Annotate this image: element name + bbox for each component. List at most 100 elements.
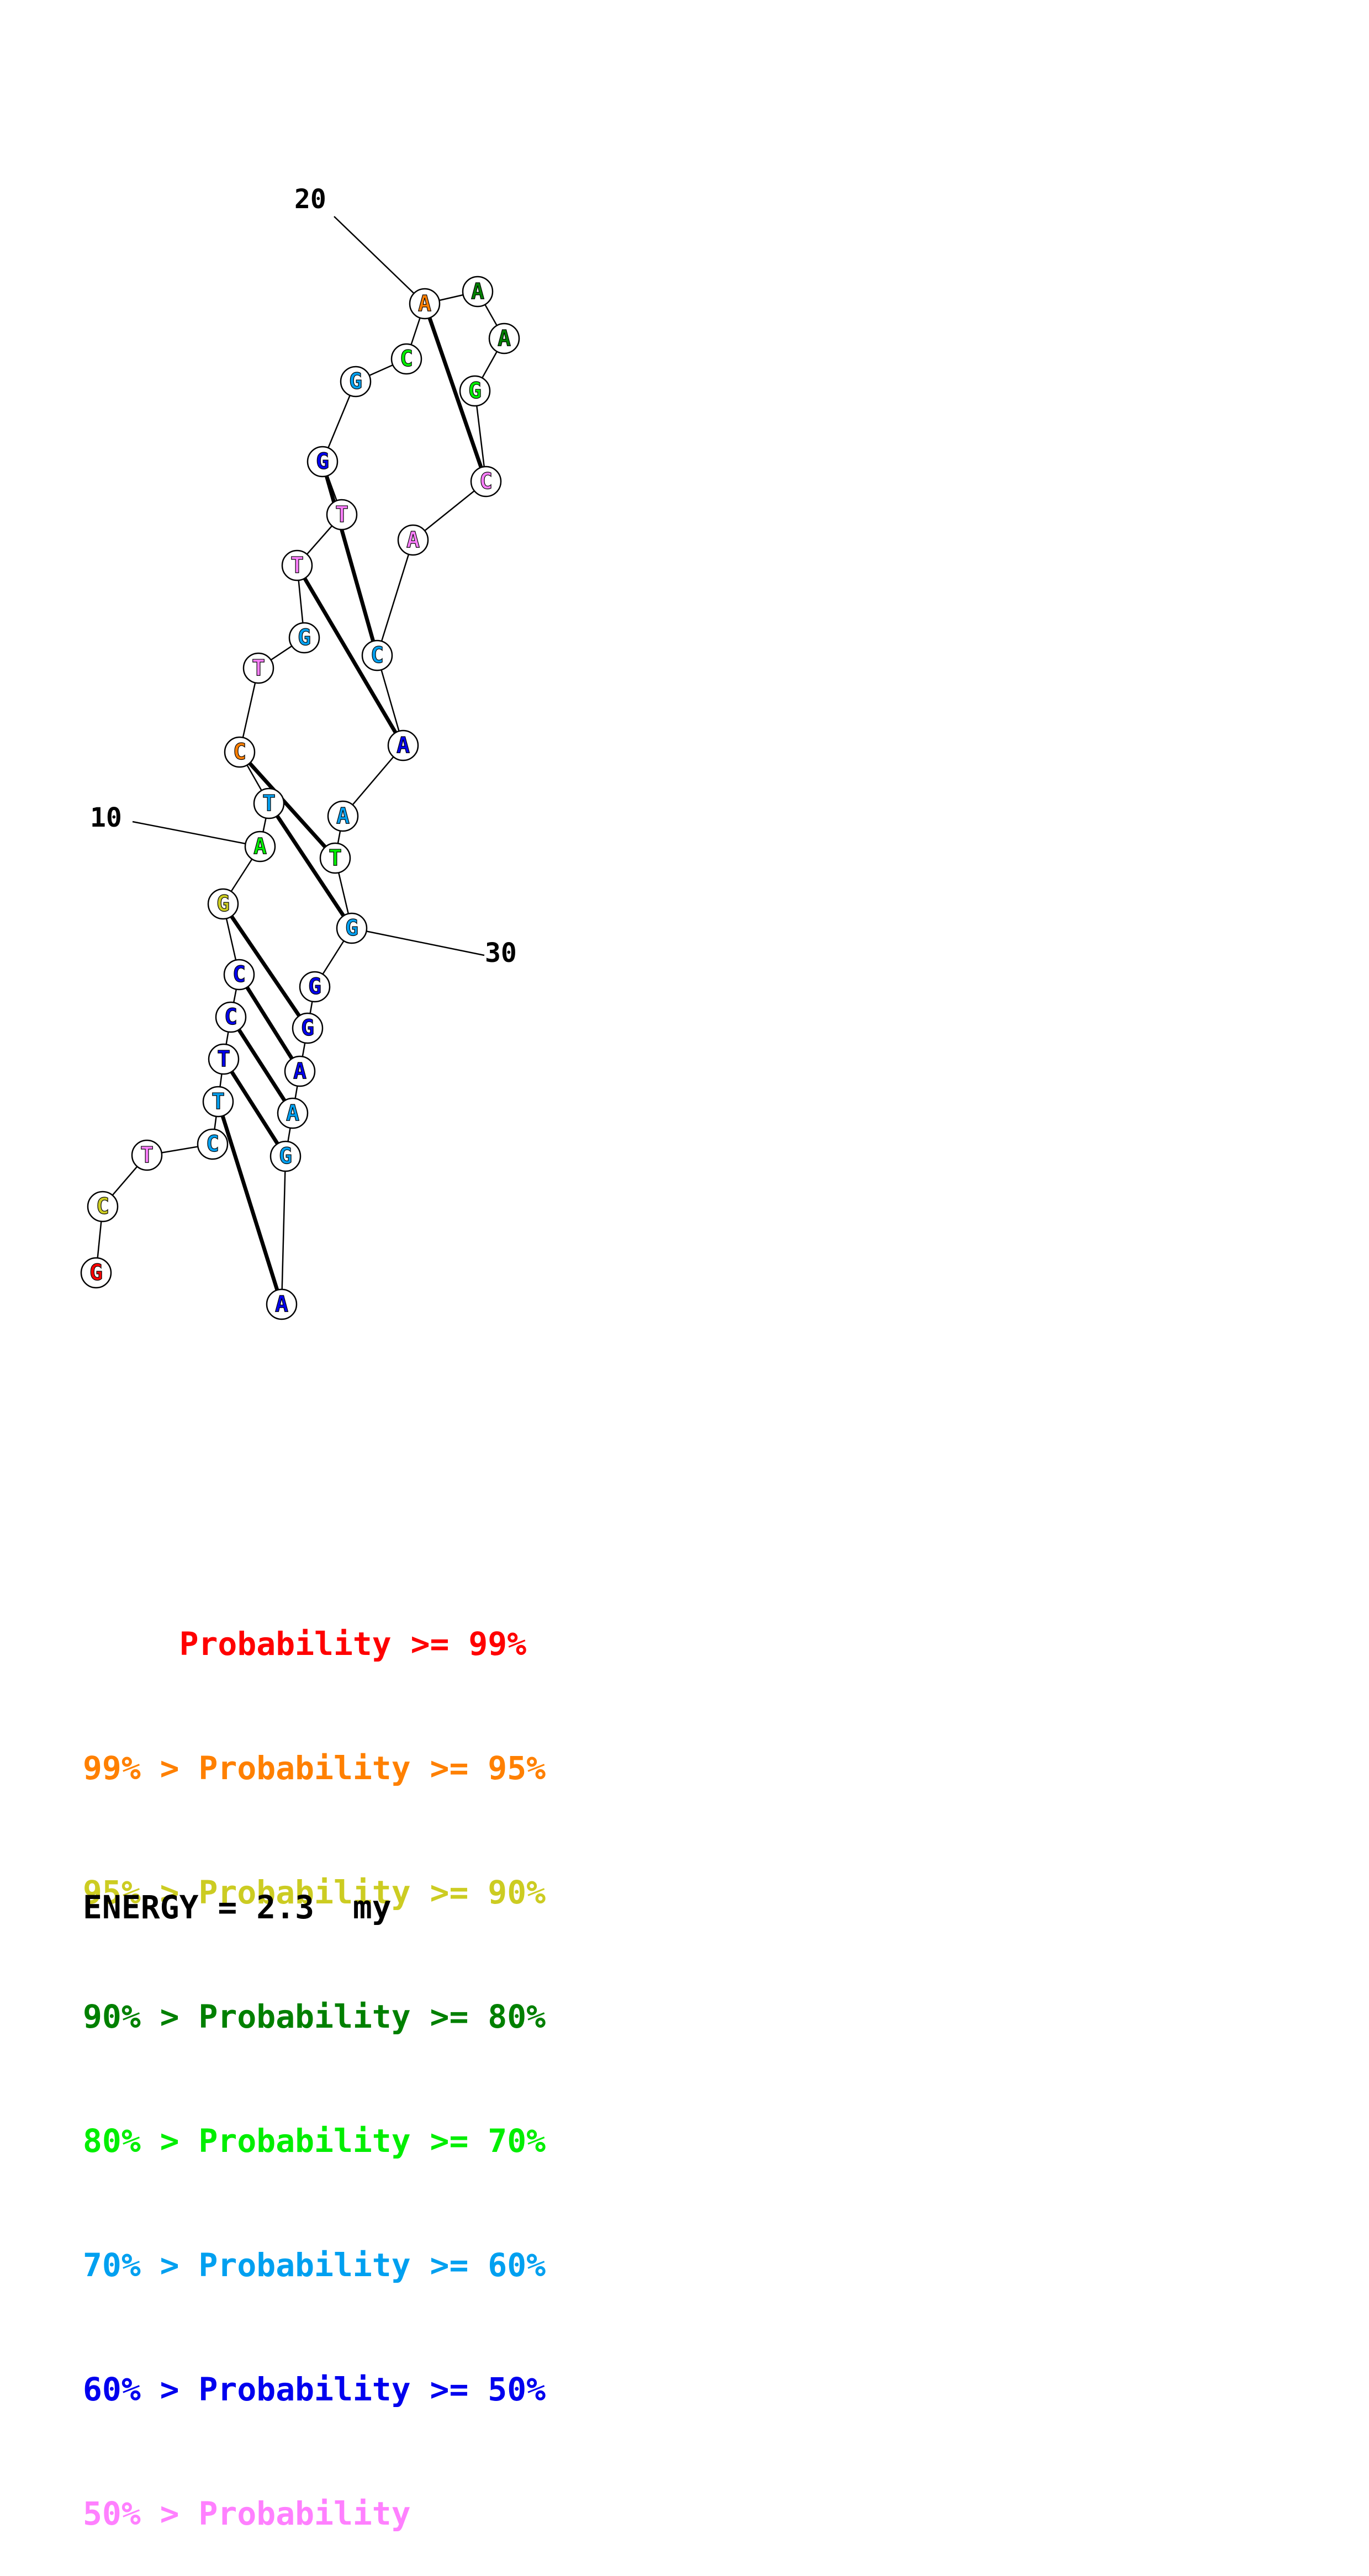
nucleotide: A <box>462 276 494 308</box>
nucleotide: A <box>327 800 359 832</box>
nucleotide: C <box>223 959 255 991</box>
nucleotide: G <box>207 888 239 920</box>
nucleotide: T <box>281 549 313 581</box>
nucleotide-letter: A <box>471 279 484 304</box>
nucleotide-circle <box>244 831 276 863</box>
nucleotide: T <box>131 1139 163 1171</box>
nucleotide-letter: A <box>336 803 350 829</box>
nucleotide-letter: T <box>252 655 265 681</box>
nucleotide: G <box>340 366 372 398</box>
base-pair-link <box>221 903 309 1029</box>
nucleotide-circle <box>336 912 368 944</box>
nucleotide: C <box>361 639 393 671</box>
base-pair-link <box>229 1016 294 1114</box>
nucleotide: A <box>488 322 520 355</box>
nucleotide-letter: G <box>308 974 321 999</box>
nucleotide-letter: A <box>498 326 511 351</box>
nucleotide-circle <box>215 1001 247 1033</box>
base-pair-link <box>237 974 302 1072</box>
nucleotide-letter: G <box>298 625 311 650</box>
nucleotide-circle <box>387 729 419 761</box>
nucleotide-letter: G <box>468 378 482 404</box>
nucleotide: A <box>387 729 419 761</box>
nucleotide-letter: C <box>371 643 384 668</box>
nucleotide: G <box>306 446 339 478</box>
probability-legend: Probability >= 99% 99% > Probability >= … <box>83 1541 546 2576</box>
base-pair-links <box>216 303 488 1305</box>
nucleotide: G <box>292 1012 324 1044</box>
nucleotide: A <box>397 524 429 556</box>
position-label-20: 20 <box>294 184 326 215</box>
legend-row-p60: 70% > Probability >= 60% <box>83 2246 546 2284</box>
nucleotide-letter: G <box>89 1260 103 1286</box>
base-pair-link <box>216 1101 284 1305</box>
base-pair-link <box>295 564 405 747</box>
position-label-lines <box>132 216 485 956</box>
nucleotide-circle <box>306 446 339 478</box>
nucleotide-letter: A <box>286 1101 299 1126</box>
nucleotide-letter: T <box>217 1046 230 1072</box>
nucleotide-circle <box>459 375 491 407</box>
nucleotide: A <box>277 1097 309 1129</box>
nucleotide-circle <box>462 276 494 308</box>
nucleotide-letter: A <box>406 527 420 553</box>
nucleotide-circle <box>397 524 429 556</box>
nucleotide: C <box>390 343 422 375</box>
nucleotide-circle <box>488 322 520 355</box>
nucleotide-circle <box>327 800 359 832</box>
base-pair-link <box>320 461 379 656</box>
nucleotide: T <box>253 787 285 819</box>
nucleotide-letter: A <box>418 291 431 316</box>
nucleotide: C <box>470 466 502 498</box>
nucleotide-circle <box>266 1288 298 1320</box>
nucleotide-circle <box>208 1043 240 1075</box>
nucleotide-circle <box>131 1139 163 1171</box>
nucleotide-circle <box>281 549 313 581</box>
legend-row-p80: 90% > Probability >= 80% <box>83 1998 546 2035</box>
nucleotide-circle <box>242 652 274 684</box>
nucleotide-letter: G <box>301 1015 314 1041</box>
nucleotide: G <box>299 971 331 1003</box>
nucleotide-circle <box>277 1097 309 1129</box>
nucleotide-letter: G <box>349 369 362 394</box>
nucleotide-circle <box>87 1191 119 1223</box>
nucleotide: G <box>459 375 491 407</box>
nucleotide-letter: C <box>232 962 246 987</box>
base-pair-link <box>238 750 337 860</box>
nucleotide: T <box>202 1086 234 1118</box>
base-pair-link <box>422 303 488 483</box>
label-line-30 <box>351 927 485 956</box>
nucleotide: T <box>242 652 274 684</box>
nucleotide-letter: A <box>253 834 267 859</box>
nucleotide: C <box>224 736 256 768</box>
nucleotide: T <box>326 499 358 531</box>
nucleotide-circle <box>292 1012 324 1044</box>
position-label-10: 10 <box>90 802 122 833</box>
nucleotide: G <box>288 622 320 654</box>
nucleotide: G <box>269 1140 302 1172</box>
nucleotide-circle <box>253 787 285 819</box>
nucleotide-letter: G <box>316 449 329 474</box>
nucleotide-letter: C <box>233 739 246 765</box>
nucleotide: A <box>244 831 276 863</box>
nucleotide-circle <box>207 888 239 920</box>
nucleotide-circle <box>284 1055 316 1087</box>
nucleotide-circle <box>197 1128 229 1160</box>
nucleotide-letter: T <box>262 791 276 816</box>
legend-row-p99: Probability >= 99% <box>83 1625 527 1663</box>
nucleotide: A <box>266 1288 298 1320</box>
legend-row-p95: 99% > Probability >= 95% <box>83 1749 546 1787</box>
nucleotide-circle <box>340 366 372 398</box>
nucleotide-circle <box>390 343 422 375</box>
nucleotide-letter: A <box>293 1059 306 1084</box>
base-pair-link <box>222 1058 287 1157</box>
legend-row-plow: 50% > Probability <box>83 2495 411 2532</box>
backbone-link <box>376 655 404 746</box>
nucleotide-letter: T <box>140 1142 154 1168</box>
nucleotide: C <box>197 1128 229 1160</box>
label-line-10 <box>132 821 261 848</box>
nucleotide-letter: G <box>279 1144 292 1169</box>
nucleotide-circle <box>299 971 331 1003</box>
nucleotide-letter: T <box>290 553 304 578</box>
